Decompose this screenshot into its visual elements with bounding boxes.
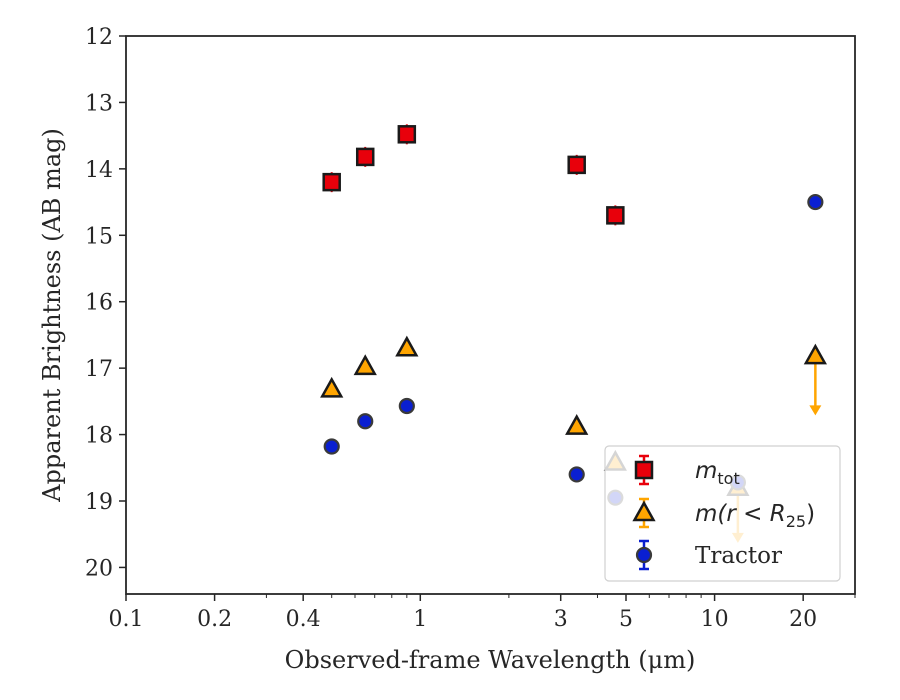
x-tick-label: 5: [619, 607, 633, 632]
x-axis-label: Observed-frame Wavelength (μm): [285, 646, 696, 674]
circle-marker: [568, 466, 585, 483]
y-tick-label: 17: [85, 357, 113, 382]
triangle-marker: [320, 376, 344, 398]
square-marker: [397, 125, 417, 144]
x-tick-label: 0.2: [197, 607, 232, 632]
legend-entry-0: mtot: [634, 454, 740, 488]
legend-triangle-marker: [632, 500, 656, 522]
x-tick-label: 3: [554, 607, 568, 632]
y-tick-label: 18: [85, 424, 113, 449]
legend-circle-marker: [635, 546, 653, 564]
x-tick-label: 0.4: [286, 607, 321, 632]
triangle-marker: [353, 354, 377, 376]
triangle-marker: [395, 335, 419, 357]
legend-label: mtot: [695, 458, 740, 488]
x-tick-label: 1: [413, 607, 427, 632]
triangle-marker: [803, 343, 827, 365]
circle-marker: [357, 413, 374, 430]
y-tick-label: 14: [85, 158, 113, 183]
y-tick-label: 19: [85, 490, 113, 515]
square-marker: [355, 147, 375, 167]
y-tick-label: 12: [85, 25, 113, 50]
series-0: [322, 124, 625, 226]
x-tick-label: 20: [789, 607, 817, 632]
x-tick-label: 10: [701, 607, 729, 632]
square-marker: [567, 155, 586, 175]
plot-frame: [125, 35, 856, 595]
y-tick-label: 13: [85, 91, 113, 116]
y-tick-label: 16: [85, 291, 113, 316]
legend-entry-1: m(r < R25): [632, 497, 815, 531]
legend-square-marker: [634, 460, 654, 480]
legend-entry-2: Tractor: [635, 539, 782, 571]
y-tick-label: 20: [85, 556, 113, 581]
x-tick-label: 0.1: [109, 607, 144, 632]
square-marker: [322, 172, 341, 192]
legend-box: [604, 445, 841, 582]
y-axis-label: Apparent Brightness (AB mag): [38, 128, 66, 503]
legend-label: Tractor: [695, 543, 782, 569]
circle-marker: [807, 193, 824, 211]
upper-limit-arrowhead: [809, 405, 822, 416]
y-tick-label: 15: [85, 224, 113, 249]
circle-marker: [323, 438, 340, 455]
circle-marker: [398, 397, 415, 415]
legend-label: m(r < R25): [695, 501, 815, 531]
legend: mtot m(r < R25) Tractor: [604, 445, 841, 582]
square-marker: [606, 206, 625, 225]
triangle-marker: [565, 414, 589, 435]
